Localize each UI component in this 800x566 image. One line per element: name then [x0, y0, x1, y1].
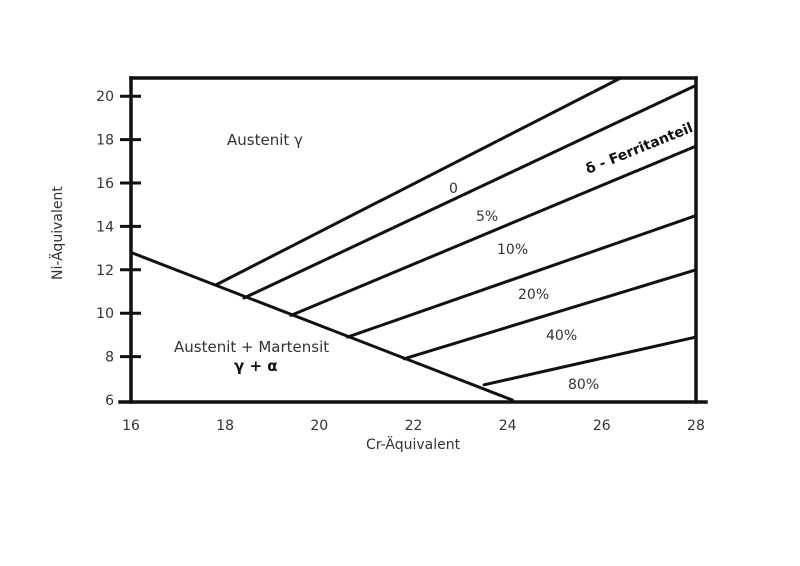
ferrite-line-1: [242, 83, 698, 300]
ferrite-line-5: [482, 335, 698, 387]
region-label-austenit-martensit: Austenit + Martensit: [174, 338, 329, 356]
ferrite-line-3: [346, 214, 698, 339]
x-tick-label-26: 26: [593, 418, 611, 434]
plot-frame: [118, 76, 708, 404]
x-tick-label-22: 22: [405, 418, 423, 434]
y-tick-label-10: 10: [96, 306, 114, 322]
ferrite-line-0: [214, 76, 623, 287]
y-tick-label-6: 6: [105, 393, 114, 409]
y-tick-label-18: 18: [96, 133, 114, 149]
x-axis-title: Cr-Äquivalent: [366, 435, 461, 453]
band-label-0: 0: [449, 181, 458, 197]
boundary-line: [129, 250, 514, 402]
band-label-80: 80%: [568, 377, 599, 393]
band-label-20: 20%: [518, 287, 549, 303]
boundary-lines: [129, 76, 698, 402]
x-tick-label-16: 16: [122, 418, 140, 434]
band-label-40: 40%: [546, 328, 577, 344]
x-tick-label-20: 20: [310, 418, 328, 434]
y-axis-title: Ni-Äquivalent: [48, 186, 66, 280]
band-label-10: 10%: [497, 242, 528, 258]
ferrite-line-2: [289, 144, 698, 317]
y-tick-label-12: 12: [96, 263, 114, 279]
y-tick-label-20: 20: [96, 89, 114, 105]
ferrite-line-4: [402, 268, 698, 361]
x-tick-label-18: 18: [216, 418, 234, 434]
axis-ticks: 6 8 10 12 14 16 18 20 16 18 20 22 24 26 28: [96, 89, 705, 434]
x-tick-label-24: 24: [499, 418, 517, 434]
y-tick-label-8: 8: [105, 350, 114, 366]
band-label-5: 5%: [476, 209, 498, 225]
region-label-austenit: Austenit γ: [227, 131, 303, 149]
y-tick-label-16: 16: [96, 176, 114, 192]
x-tick-label-28: 28: [687, 418, 705, 434]
y-tick-label-14: 14: [96, 219, 114, 235]
region-symbol-gamma-alpha: γ + α: [234, 357, 278, 375]
